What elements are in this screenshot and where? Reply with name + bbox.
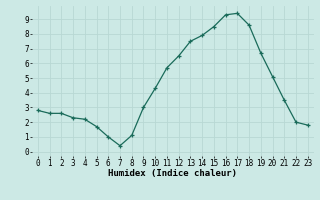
X-axis label: Humidex (Indice chaleur): Humidex (Indice chaleur) [108,169,237,178]
